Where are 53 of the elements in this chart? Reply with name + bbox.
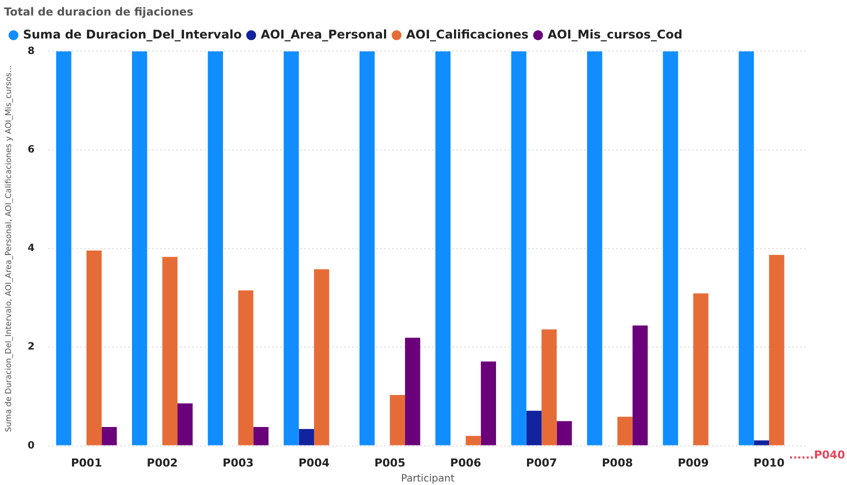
- y-tick-label: 0: [28, 440, 35, 452]
- y-tick-label: 6: [28, 144, 35, 156]
- bar: [132, 51, 148, 446]
- bar: [284, 51, 299, 446]
- bar: [769, 254, 784, 446]
- bar: [253, 427, 269, 446]
- bar: [86, 250, 102, 446]
- legend-label: Suma de Duracion_Del_Intervalo: [23, 27, 242, 42]
- x-tick-label: P006: [450, 456, 482, 470]
- y-axis-title: Suma de Duracion_Del_Intervalo, AOI_Area_Personal, AOI_Calificaciones y AOI_Mis_cursos...: [4, 64, 13, 432]
- bar: [480, 361, 496, 446]
- bar: [435, 51, 451, 446]
- text: ......P040: [788, 448, 846, 462]
- bar: [405, 338, 420, 446]
- bar: [56, 51, 72, 446]
- bar: [542, 329, 557, 446]
- bar: [466, 436, 481, 446]
- bar: [617, 416, 633, 446]
- bar: [102, 427, 117, 446]
- x-tick-label: P005: [374, 456, 406, 470]
- bar: [162, 256, 178, 446]
- bar: [298, 429, 314, 446]
- bar: [511, 51, 526, 446]
- y-tick-label: 2: [28, 342, 35, 353]
- bar: [632, 325, 648, 446]
- bar: [208, 51, 223, 446]
- bar: [587, 51, 602, 446]
- bar: [390, 394, 406, 446]
- bar: [662, 51, 678, 446]
- x-tick-label: P007: [526, 456, 558, 470]
- bar: [238, 290, 254, 446]
- bar: [693, 293, 708, 446]
- x-tick-label: P002: [146, 456, 178, 470]
- x-tick-label: P008: [602, 456, 633, 470]
- bar: [360, 51, 375, 446]
- y-tick-label: 4: [28, 243, 35, 254]
- bar: [526, 410, 542, 446]
- bar: [556, 421, 572, 446]
- legend-label: AOI_Area_Personal: [260, 27, 388, 42]
- x-tick-label: P003: [222, 456, 254, 470]
- x-axis-title: Participant: [401, 474, 455, 485]
- x-tick-label: P009: [678, 456, 709, 470]
- legend-label: AOI_Calificaciones: [406, 27, 529, 42]
- x-tick-label: P004: [298, 456, 330, 470]
- bar: [314, 269, 330, 446]
- x-tick-label: P010: [754, 456, 785, 470]
- chart-title: Total de duracion de fijaciones: [4, 5, 194, 18]
- bar: [738, 51, 754, 446]
- x-tick-label: P001: [70, 456, 102, 470]
- bar: [177, 403, 193, 446]
- bar: [754, 440, 770, 446]
- y-tick-label: 8: [28, 46, 35, 57]
- legend-label: AOI_Mis_cursos_Cod: [548, 27, 682, 42]
